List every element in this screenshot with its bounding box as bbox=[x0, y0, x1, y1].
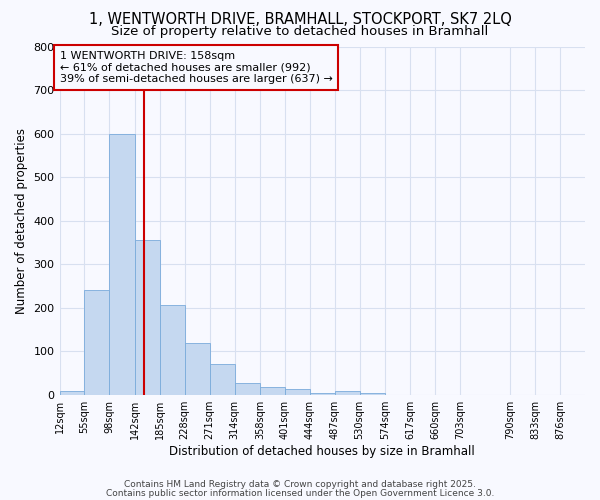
Bar bbox=[235, 382, 260, 394]
Bar bbox=[135, 240, 160, 394]
Bar bbox=[160, 306, 185, 394]
Bar bbox=[335, 391, 359, 394]
Bar bbox=[285, 390, 310, 394]
Text: Contains HM Land Registry data © Crown copyright and database right 2025.: Contains HM Land Registry data © Crown c… bbox=[124, 480, 476, 489]
Bar bbox=[85, 290, 109, 395]
Bar bbox=[59, 391, 85, 394]
X-axis label: Distribution of detached houses by size in Bramhall: Distribution of detached houses by size … bbox=[169, 444, 475, 458]
Y-axis label: Number of detached properties: Number of detached properties bbox=[15, 128, 28, 314]
Bar bbox=[260, 388, 285, 394]
Bar bbox=[185, 344, 209, 394]
Bar bbox=[109, 134, 135, 394]
Bar bbox=[310, 392, 335, 394]
Bar bbox=[209, 364, 235, 394]
Text: Size of property relative to detached houses in Bramhall: Size of property relative to detached ho… bbox=[112, 25, 488, 38]
Text: 1, WENTWORTH DRIVE, BRAMHALL, STOCKPORT, SK7 2LQ: 1, WENTWORTH DRIVE, BRAMHALL, STOCKPORT,… bbox=[89, 12, 511, 28]
Text: Contains public sector information licensed under the Open Government Licence 3.: Contains public sector information licen… bbox=[106, 488, 494, 498]
Text: 1 WENTWORTH DRIVE: 158sqm
← 61% of detached houses are smaller (992)
39% of semi: 1 WENTWORTH DRIVE: 158sqm ← 61% of detac… bbox=[59, 51, 332, 84]
